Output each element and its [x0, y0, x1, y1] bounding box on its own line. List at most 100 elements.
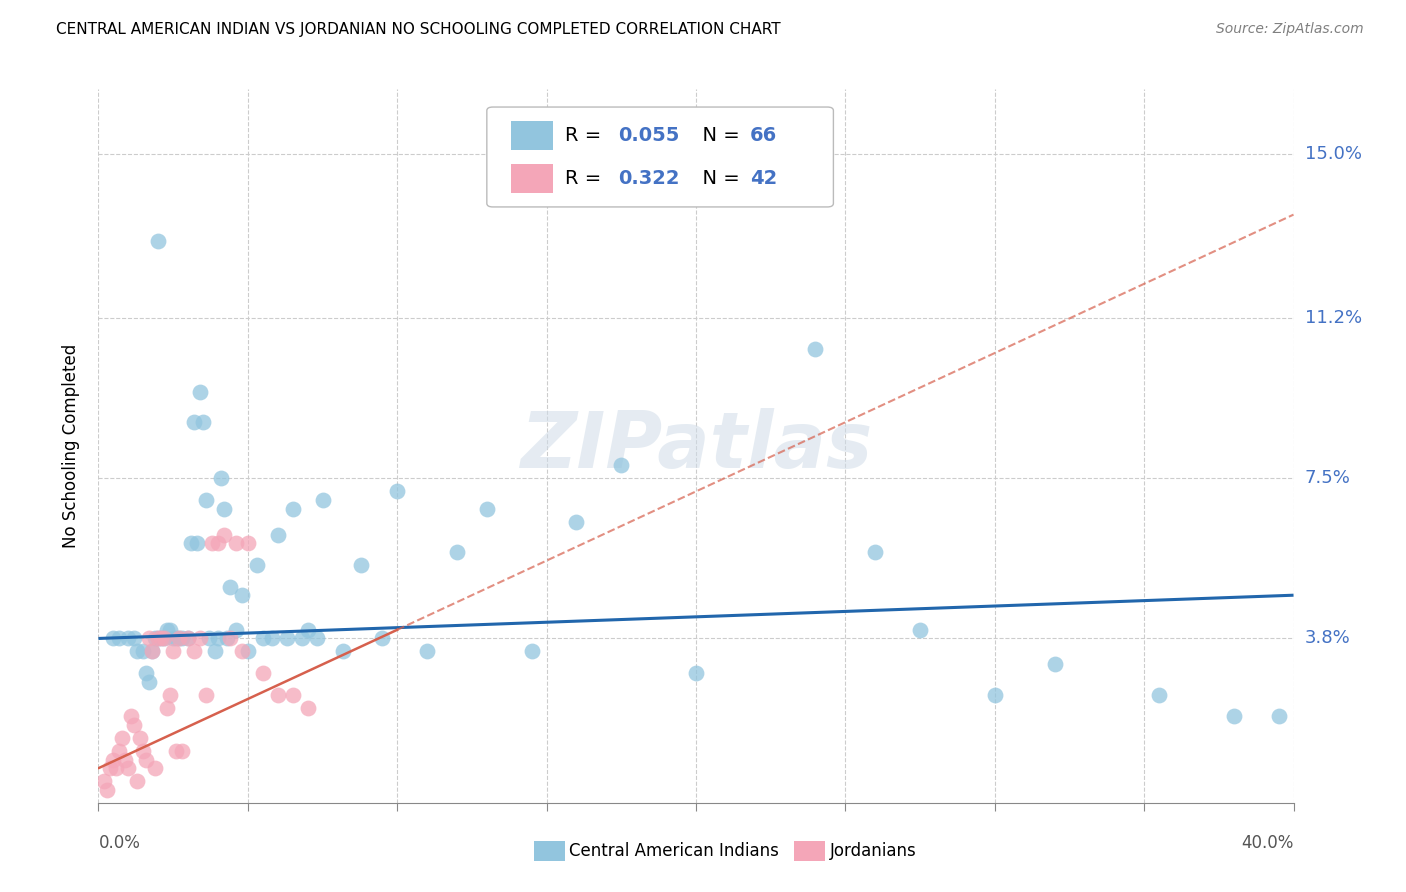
Text: 3.8%: 3.8%: [1305, 630, 1350, 648]
Point: [804, 342, 827, 356]
Point: [236, 644, 259, 658]
Point: [236, 536, 259, 550]
Point: [177, 632, 200, 646]
Text: 0.0%: 0.0%: [98, 834, 141, 852]
Text: CENTRAL AMERICAN INDIAN VS JORDANIAN NO SCHOOLING COMPLETED CORRELATION CHART: CENTRAL AMERICAN INDIAN VS JORDANIAN NO …: [56, 22, 780, 37]
Point: [350, 558, 373, 572]
Point: [267, 527, 290, 541]
Point: [180, 536, 202, 550]
Point: [332, 644, 354, 658]
Point: [191, 415, 214, 429]
Point: [143, 632, 166, 646]
FancyBboxPatch shape: [486, 107, 834, 207]
Point: [201, 536, 224, 550]
Point: [162, 644, 184, 658]
Point: [177, 632, 200, 646]
Point: [1267, 709, 1289, 723]
Point: [167, 632, 190, 646]
Point: [188, 384, 211, 399]
Text: 15.0%: 15.0%: [1305, 145, 1361, 163]
Point: [207, 536, 229, 550]
Point: [96, 782, 118, 797]
Point: [108, 632, 131, 646]
Point: [153, 632, 176, 646]
Point: [1043, 657, 1066, 672]
Point: [1223, 709, 1246, 723]
Point: [135, 753, 157, 767]
Text: 42: 42: [749, 169, 778, 188]
Text: 66: 66: [749, 126, 778, 145]
Point: [290, 632, 312, 646]
Point: [225, 536, 247, 550]
Text: ZIPatlas: ZIPatlas: [520, 408, 872, 484]
Point: [475, 501, 498, 516]
Point: [183, 415, 205, 429]
Point: [225, 623, 247, 637]
Point: [93, 774, 115, 789]
Point: [246, 558, 269, 572]
Point: [138, 674, 160, 689]
Point: [281, 688, 304, 702]
Point: [103, 632, 125, 646]
Point: [148, 632, 170, 646]
Point: [124, 718, 146, 732]
Point: [156, 623, 179, 637]
Point: [305, 632, 328, 646]
Point: [371, 632, 394, 646]
Point: [194, 493, 218, 508]
Point: [103, 753, 125, 767]
Point: [148, 632, 170, 646]
Point: [1147, 688, 1170, 702]
Point: [150, 632, 173, 646]
Point: [610, 458, 633, 473]
Point: [141, 644, 163, 658]
Point: [252, 632, 274, 646]
Point: [281, 501, 304, 516]
Point: [172, 744, 194, 758]
Point: [231, 588, 253, 602]
Point: [565, 515, 588, 529]
Text: N =: N =: [690, 126, 747, 145]
Text: Jordanians: Jordanians: [830, 842, 917, 860]
Point: [219, 632, 242, 646]
Point: [156, 700, 179, 714]
Point: [132, 644, 155, 658]
Point: [150, 632, 173, 646]
Point: [212, 501, 235, 516]
Text: 7.5%: 7.5%: [1305, 469, 1351, 487]
Point: [204, 644, 226, 658]
Point: [159, 688, 181, 702]
Point: [165, 744, 187, 758]
Point: [186, 536, 208, 550]
Text: N =: N =: [690, 169, 747, 188]
Point: [198, 632, 221, 646]
Y-axis label: No Schooling Completed: No Schooling Completed: [62, 344, 80, 548]
Text: Central American Indians: Central American Indians: [569, 842, 779, 860]
FancyBboxPatch shape: [510, 164, 553, 193]
Point: [162, 632, 184, 646]
Point: [297, 700, 319, 714]
Point: [172, 632, 194, 646]
Text: 11.2%: 11.2%: [1305, 310, 1362, 327]
Point: [212, 527, 235, 541]
Point: [865, 545, 887, 559]
Point: [159, 623, 181, 637]
Text: Source: ZipAtlas.com: Source: ZipAtlas.com: [1216, 22, 1364, 37]
Point: [416, 644, 439, 658]
Point: [124, 632, 146, 646]
Point: [127, 644, 149, 658]
Point: [252, 666, 274, 681]
Point: [132, 744, 155, 758]
Text: 0.322: 0.322: [619, 169, 679, 188]
Point: [231, 644, 253, 658]
Point: [188, 632, 211, 646]
Point: [117, 761, 139, 775]
Point: [908, 623, 931, 637]
Text: R =: R =: [565, 126, 607, 145]
Text: R =: R =: [565, 169, 607, 188]
Point: [127, 774, 149, 789]
Point: [267, 688, 290, 702]
Point: [194, 688, 218, 702]
Point: [215, 632, 238, 646]
Text: 0.055: 0.055: [619, 126, 679, 145]
